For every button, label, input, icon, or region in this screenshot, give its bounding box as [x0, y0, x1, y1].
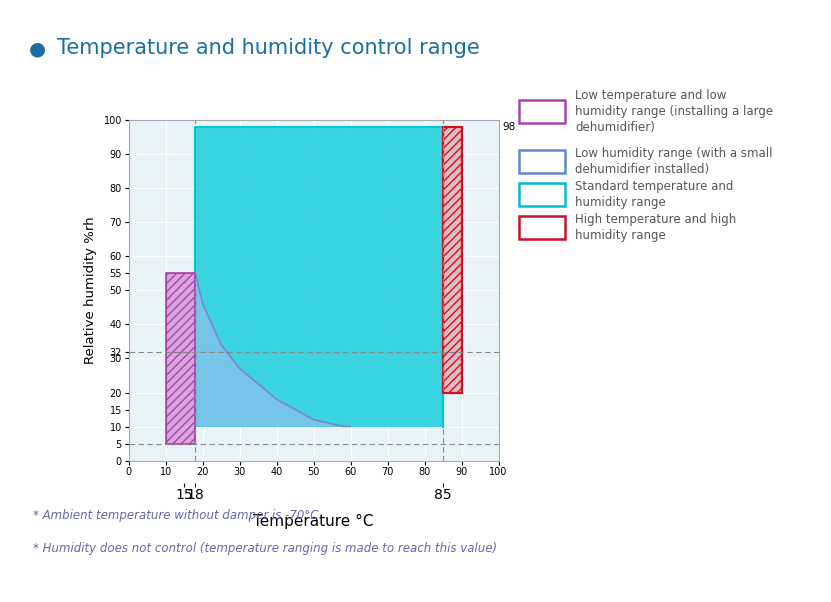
Polygon shape — [195, 273, 351, 426]
X-axis label: Temperature °C: Temperature °C — [253, 514, 374, 529]
Polygon shape — [166, 273, 195, 444]
Text: ●: ● — [29, 39, 46, 58]
Text: Temperature and humidity control range: Temperature and humidity control range — [57, 38, 479, 58]
Bar — [443, 127, 462, 393]
Bar — [166, 273, 195, 444]
Text: 98: 98 — [502, 122, 515, 132]
Polygon shape — [195, 127, 443, 426]
Text: Low temperature and low
humidity range (installing a large
dehumidifier): Low temperature and low humidity range (… — [575, 89, 773, 134]
Y-axis label: Relative humidity %rh: Relative humidity %rh — [84, 217, 96, 364]
Text: High temperature and high
humidity range: High temperature and high humidity range — [575, 213, 736, 242]
Text: Low humidity range (with a small
dehumidifier installed): Low humidity range (with a small dehumid… — [575, 147, 773, 176]
Text: Standard temperature and
humidity range: Standard temperature and humidity range — [575, 180, 734, 209]
Text: * Ambient temperature without damper is -70°C: * Ambient temperature without damper is … — [33, 509, 319, 522]
Polygon shape — [443, 127, 462, 393]
Text: * Humidity does not control (temperature ranging is made to reach this value): * Humidity does not control (temperature… — [33, 542, 498, 555]
